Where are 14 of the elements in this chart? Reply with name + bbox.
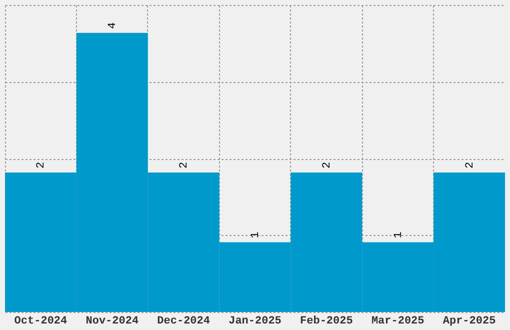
data-label: 2 xyxy=(178,162,191,168)
data-label: 2 xyxy=(464,162,476,168)
x-tick-label: Nov-2024 xyxy=(86,316,139,328)
x-tick-label: Apr-2025 xyxy=(442,316,496,328)
x-tick-label: Jan-2025 xyxy=(228,316,282,328)
data-label: 2 xyxy=(36,162,48,168)
x-tick-label: Feb-2025 xyxy=(300,316,354,328)
x-tick-label: Oct-2024 xyxy=(14,316,68,328)
x-tick-label: Dec-2024 xyxy=(157,316,210,328)
data-label: 1 xyxy=(250,231,262,238)
data-label: 1 xyxy=(392,231,405,238)
data-label: 4 xyxy=(107,22,120,29)
data-label: 2 xyxy=(321,162,334,168)
x-tick-label: Mar-2025 xyxy=(371,316,425,328)
